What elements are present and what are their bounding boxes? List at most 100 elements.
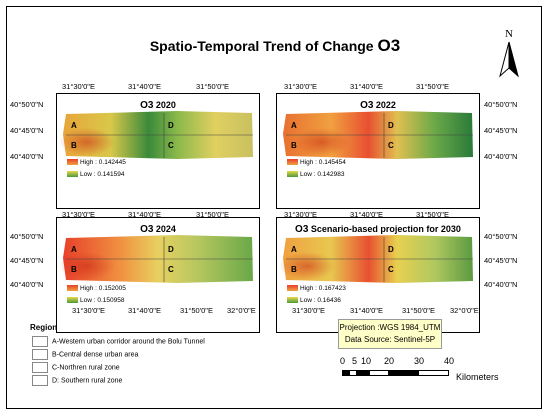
lon-label: 31°40'0"E <box>350 210 383 219</box>
lat-label: 40°45'0"N <box>10 256 44 265</box>
panel-2030: O3 Scenario-based projection for 2030 A … <box>276 217 480 333</box>
lon-label: 32°0'0"E <box>450 306 479 315</box>
region-label-b: B <box>71 265 77 274</box>
scale-tick: 0 <box>340 356 346 366</box>
panel-title: O3 2024 <box>140 224 176 235</box>
lon-label: 31°50'0"E <box>416 82 449 91</box>
lat-label: 40°50'0"N <box>484 100 518 109</box>
panel-2020: O3 2020 A B C D High : 0.142445 Low : 0.… <box>56 93 260 209</box>
lon-label: 31°50'0"E <box>402 306 435 315</box>
region-label-c: C <box>168 265 174 274</box>
legend-swatch <box>32 336 48 347</box>
lat-label: 40°40'0"N <box>10 152 44 161</box>
panel-2022: O3 2022 A B C D High : 0.145454 Low : 0.… <box>276 93 480 209</box>
region-label-d: D <box>388 121 394 130</box>
scale-segment <box>369 370 389 376</box>
scale-unit: Kilometers <box>456 372 499 382</box>
legend-high: High : 0.167423 <box>287 285 346 292</box>
scale-tick: 10 <box>361 356 372 366</box>
legend-low: Low : 0.16436 <box>287 297 341 304</box>
scale-bar: 0 5 10 20 30 40 Kilometers <box>340 356 520 386</box>
panel-title: O3 2022 <box>360 100 396 111</box>
legend-swatch <box>32 349 48 360</box>
lat-label: 40°50'0"N <box>484 232 518 241</box>
region-legend-item: B-Central dense urban area <box>32 349 138 360</box>
lat-label: 40°45'0"N <box>10 126 44 135</box>
map-raster <box>279 235 473 283</box>
map-raster <box>283 111 473 159</box>
lon-label: 31°30'0"E <box>62 82 95 91</box>
lat-label: 40°45'0"N <box>484 256 518 265</box>
legend-high: High : 0.152005 <box>67 285 126 292</box>
scale-tick: 30 <box>414 356 425 366</box>
region-label-c: C <box>388 141 394 150</box>
region-legend-item: C-Northren rural zone <box>32 362 120 373</box>
lon-label: 31°30'0"E <box>284 82 317 91</box>
scale-segment <box>356 370 370 376</box>
lon-label: 31°40'0"E <box>128 210 161 219</box>
region-label-b: B <box>291 141 297 150</box>
o3-map-2030 <box>277 218 481 334</box>
region-label-a: A <box>71 121 77 130</box>
legend-low: Low : 0.150958 <box>67 297 124 304</box>
lon-label: 31°30'0"E <box>284 210 317 219</box>
lat-label: 40°40'0"N <box>484 280 518 289</box>
north-label: N <box>505 28 513 40</box>
map-raster <box>59 111 253 159</box>
region-label-a: A <box>71 245 77 254</box>
scale-tick: 5 <box>352 356 358 366</box>
region-legend-item: D: Southern rural zone <box>32 375 122 386</box>
scale-segment <box>418 370 449 376</box>
lon-label: 31°40'0"E <box>128 306 161 315</box>
lon-label: 32°0'0"E <box>227 306 256 315</box>
lon-label: 31°40'0"E <box>128 82 161 91</box>
legend-low: Low : 0.142983 <box>287 171 344 178</box>
legend-swatch <box>32 375 48 386</box>
panel-title: O3 2020 <box>140 100 176 111</box>
lon-label: 31°50'0"E <box>416 210 449 219</box>
projection-text: Projection :WGS 1984_UTM <box>339 323 441 332</box>
lon-label: 31°40'0"E <box>350 82 383 91</box>
lon-label: 31°30'0"E <box>72 306 105 315</box>
lon-label: 31°50'0"E <box>180 306 213 315</box>
lon-label: 31°30'0"E <box>62 210 95 219</box>
lon-label: 31°40'0"E <box>350 306 383 315</box>
legend-swatch <box>32 362 48 373</box>
lat-label: 40°40'0"N <box>10 280 44 289</box>
region-label-b: B <box>291 265 297 274</box>
lat-label: 40°45'0"N <box>484 126 518 135</box>
o3-map-2022 <box>277 94 481 210</box>
region-label-c: C <box>168 141 174 150</box>
lat-label: 40°50'0"N <box>10 232 44 241</box>
north-arrow-icon <box>499 41 519 78</box>
panel-title: O3 Scenario-based projection for 2030 <box>295 224 461 235</box>
scale-segment <box>388 370 419 376</box>
lon-label: 31°30'0"E <box>292 306 325 315</box>
legend-high: High : 0.145454 <box>287 159 346 166</box>
o3-map-2020 <box>57 94 261 210</box>
map-frame <box>6 6 542 409</box>
region-label-a: A <box>291 121 297 130</box>
lon-label: 31°50'0"E <box>196 210 229 219</box>
region-label-d: D <box>388 245 394 254</box>
data-source-text: Data Source: Sentinel-5P <box>344 335 436 344</box>
scale-tick: 20 <box>384 356 395 366</box>
lat-label: 40°40'0"N <box>484 152 518 161</box>
legend-high: High : 0.142445 <box>67 159 126 166</box>
region-legend-item: A-Western urban corridor around the Bolu… <box>32 336 205 347</box>
region-label-a: A <box>291 245 297 254</box>
panel-2024: O3 2024 A B C D High : 0.152005 Low : 0.… <box>56 217 260 333</box>
region-label-d: D <box>168 245 174 254</box>
scale-tick: 40 <box>444 356 455 366</box>
map-raster <box>59 235 253 283</box>
region-label-b: B <box>71 141 77 150</box>
o3-map-2024 <box>57 218 261 334</box>
legend-low: Low : 0.141594 <box>67 171 124 178</box>
lon-label: 31°50'0"E <box>196 82 229 91</box>
north-arrow: N <box>496 28 522 80</box>
main-title: Spatio-Temporal Trend of Change O3 <box>149 36 401 55</box>
lat-label: 40°50'0"N <box>10 100 44 109</box>
projection-box: Projection :WGS 1984_UTM Data Source: Se… <box>338 319 442 349</box>
region-label-d: D <box>168 121 174 130</box>
region-legend-title: Region <box>30 323 58 332</box>
